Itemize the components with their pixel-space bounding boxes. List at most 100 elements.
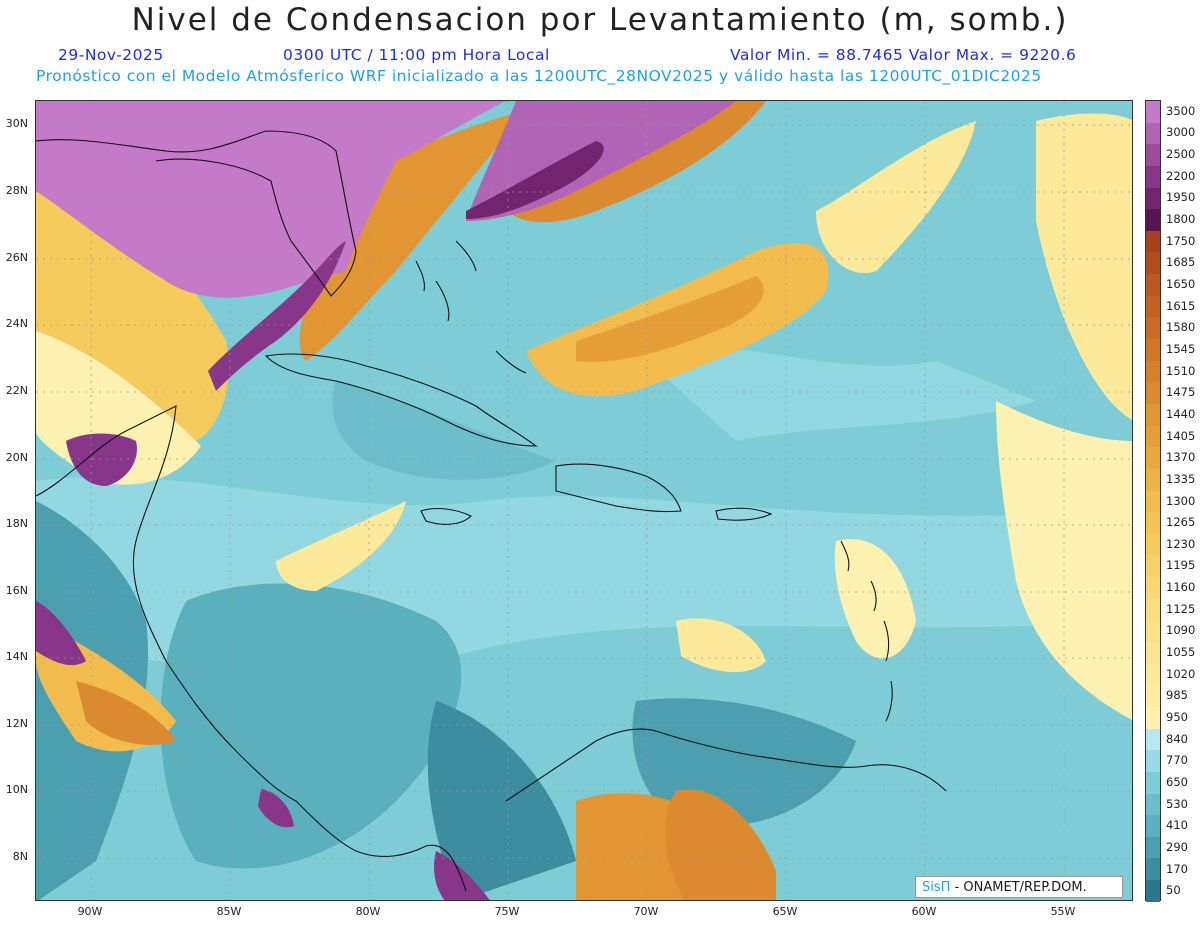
lat-label: 28N xyxy=(5,184,28,197)
legend-label: 840 xyxy=(1166,731,1188,746)
legend-label: 1615 xyxy=(1166,298,1196,313)
lon-label: 75W xyxy=(494,905,520,918)
forecast-time: 0300 UTC / 11:00 pm Hora Local xyxy=(283,46,550,64)
lat-label: 20N xyxy=(5,451,28,464)
legend-label: 1440 xyxy=(1166,406,1196,421)
lat-label: 18N xyxy=(5,517,28,530)
legend-label: 1405 xyxy=(1166,428,1196,443)
forecast-date: 29-Nov-2025 xyxy=(58,46,164,64)
sispi-logo: SisΠ xyxy=(922,880,951,895)
legend-label: 1300 xyxy=(1166,493,1196,508)
legend-swatch xyxy=(1146,663,1160,686)
legend-label: 1650 xyxy=(1166,277,1196,291)
legend-swatch xyxy=(1146,771,1160,794)
lat-label: 14N xyxy=(5,650,28,663)
legend-swatch xyxy=(1146,706,1160,729)
legend-label: 1055 xyxy=(1166,645,1196,660)
lat-label: 24N xyxy=(5,317,28,330)
legend-swatch xyxy=(1146,685,1160,707)
legend-swatch xyxy=(1146,274,1160,296)
legend-swatch xyxy=(1146,836,1160,859)
legend-swatch xyxy=(1146,728,1160,751)
legend-label: 1800 xyxy=(1166,212,1196,227)
legend-swatch xyxy=(1146,144,1160,166)
legend-swatch xyxy=(1146,230,1160,253)
legend-label: 1090 xyxy=(1166,623,1196,638)
lat-label: 26N xyxy=(5,251,28,264)
legend-label: 290 xyxy=(1166,839,1188,854)
lon-label: 90W xyxy=(77,905,103,918)
legend-label: 3000 xyxy=(1166,125,1196,140)
legend-label: 950 xyxy=(1166,709,1188,724)
legend-colorbar xyxy=(1145,100,1161,902)
lat-label: 30N xyxy=(5,117,28,130)
legend-label: 50 xyxy=(1166,883,1181,898)
legend-swatch xyxy=(1146,512,1160,534)
legend-label: 650 xyxy=(1166,774,1188,789)
credit-box: SisΠ - ONAMET/REP.DOM. xyxy=(915,876,1123,898)
legend-swatch xyxy=(1146,187,1160,210)
legend-swatch xyxy=(1146,209,1160,231)
lon-label: 70W xyxy=(633,905,659,918)
legend-label: 530 xyxy=(1166,796,1188,811)
lat-label: 22N xyxy=(5,384,28,397)
legend-label: 2200 xyxy=(1166,168,1196,183)
legend-swatch xyxy=(1146,598,1160,621)
legend-label: 3500 xyxy=(1166,103,1196,118)
lon-label: 60W xyxy=(911,905,937,918)
legend-swatch xyxy=(1146,858,1160,881)
legend-swatch xyxy=(1146,339,1160,361)
legend-label: 1950 xyxy=(1166,190,1196,205)
legend-swatch xyxy=(1146,620,1160,643)
legend-label: 770 xyxy=(1166,753,1188,768)
lon-label: 80W xyxy=(355,905,381,918)
min-max-values: Valor Min. = 88.7465 Valor Max. = 9220.6 xyxy=(730,46,1077,64)
legend-label: 1125 xyxy=(1166,601,1196,616)
legend-label: 170 xyxy=(1166,861,1188,876)
legend-swatch xyxy=(1146,577,1160,599)
legend-label: 1475 xyxy=(1166,385,1196,400)
legend-swatch xyxy=(1146,750,1160,772)
legend-label: 1230 xyxy=(1166,536,1196,551)
lat-label: 16N xyxy=(5,584,28,597)
legend-label: 1685 xyxy=(1166,255,1196,270)
legend-swatch xyxy=(1146,533,1160,556)
legend-swatch xyxy=(1146,490,1160,513)
lon-label: 55W xyxy=(1050,905,1076,918)
map-canvas xyxy=(36,101,1132,900)
lat-label: 8N xyxy=(12,850,28,863)
legend-label: 1750 xyxy=(1166,233,1196,248)
legend-swatch xyxy=(1146,403,1160,426)
legend-swatch xyxy=(1146,252,1160,275)
legend-swatch xyxy=(1146,468,1160,491)
legend-label: 1020 xyxy=(1166,666,1196,681)
legend-swatch xyxy=(1146,642,1160,664)
legend-swatch xyxy=(1146,165,1160,188)
legend-label: 1265 xyxy=(1166,515,1196,530)
legend-swatch xyxy=(1146,447,1160,469)
legend-label: 985 xyxy=(1166,688,1188,703)
legend-label: 2500 xyxy=(1166,147,1196,162)
legend-swatch xyxy=(1146,382,1160,404)
legend-label: 1510 xyxy=(1166,363,1196,378)
legend-swatch xyxy=(1146,295,1160,318)
legend-swatch xyxy=(1146,880,1160,902)
credit-text: - ONAMET/REP.DOM. xyxy=(950,880,1087,895)
map-title: Nivel de Condensacion por Levantamiento … xyxy=(131,2,1069,38)
legend-swatch xyxy=(1146,555,1160,578)
legend-label: 410 xyxy=(1166,818,1188,833)
model-description: Pronóstico con el Modelo Atmósferico WRF… xyxy=(36,67,1042,85)
legend-label: 1195 xyxy=(1166,558,1196,573)
legend-swatch xyxy=(1146,425,1160,448)
legend-swatch xyxy=(1146,793,1160,816)
legend-label: 1580 xyxy=(1166,320,1196,335)
legend-swatch xyxy=(1146,101,1160,123)
legend-label: 1335 xyxy=(1166,471,1196,486)
legend-label: 1545 xyxy=(1166,341,1196,356)
legend-swatch xyxy=(1146,122,1160,145)
legend-label: 1370 xyxy=(1166,450,1196,465)
legend-swatch xyxy=(1146,317,1160,340)
legend-swatch xyxy=(1146,360,1160,383)
lat-label: 10N xyxy=(5,783,28,796)
lon-label: 65W xyxy=(772,905,798,918)
